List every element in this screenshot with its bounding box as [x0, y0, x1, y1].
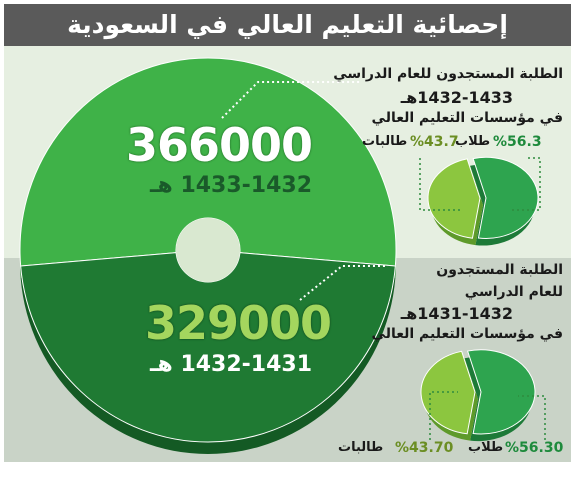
- top-leader-line: [221, 81, 360, 119]
- top-pie-slice-female: [427, 158, 481, 239]
- bottom-female-label: طالبات: [338, 440, 384, 455]
- top-female-pct: %43.7: [410, 134, 459, 150]
- top-year-label: 1433-1432 هـ: [150, 173, 313, 198]
- bottom-female-pct: %43.70: [395, 440, 454, 456]
- top-total-value: 366000: [126, 118, 313, 172]
- top-desc-line2: 1432-1433هـ: [400, 88, 513, 107]
- bottom-pie-slice-male: [466, 349, 536, 435]
- top-female-leader: [419, 158, 460, 211]
- top-male-pct: %56.3: [493, 134, 542, 150]
- top-pie-slice-male: [472, 156, 539, 239]
- bottom-male-pct: %56.30: [505, 440, 564, 456]
- top-desc-line3: في مؤسسات التعليم العالي: [371, 110, 563, 126]
- bottom-total-value: 329000: [145, 296, 332, 350]
- bottom-desc-line4: في مؤسسات التعليم العالي: [371, 326, 563, 342]
- bottom-male-label: طلاب: [468, 440, 504, 455]
- bottom-margin: [0, 462, 575, 481]
- bottom-male-leader: [518, 395, 546, 440]
- bottom-desc-line2: للعام الدراسي: [464, 284, 563, 300]
- top-male-label: طلاب: [455, 134, 491, 149]
- top-desc-line1: الطلبة المستجدون للعام الدراسي: [333, 66, 563, 82]
- bottom-year-label: 1432-1431 هـ: [150, 352, 313, 377]
- top-male-leader: [510, 157, 541, 211]
- bottom-female-leader: [429, 391, 458, 440]
- donut-hole: [176, 218, 240, 282]
- bottom-desc-line3: 1431-1432هـ: [400, 304, 513, 323]
- bottom-desc-line1: الطلبة المستجدون: [436, 262, 563, 278]
- top-female-label: طالبات: [362, 134, 408, 149]
- right-margin: [571, 0, 575, 481]
- header-bar: [4, 4, 571, 46]
- page-title: إحصائية التعليم العالي في السعودية: [67, 10, 508, 39]
